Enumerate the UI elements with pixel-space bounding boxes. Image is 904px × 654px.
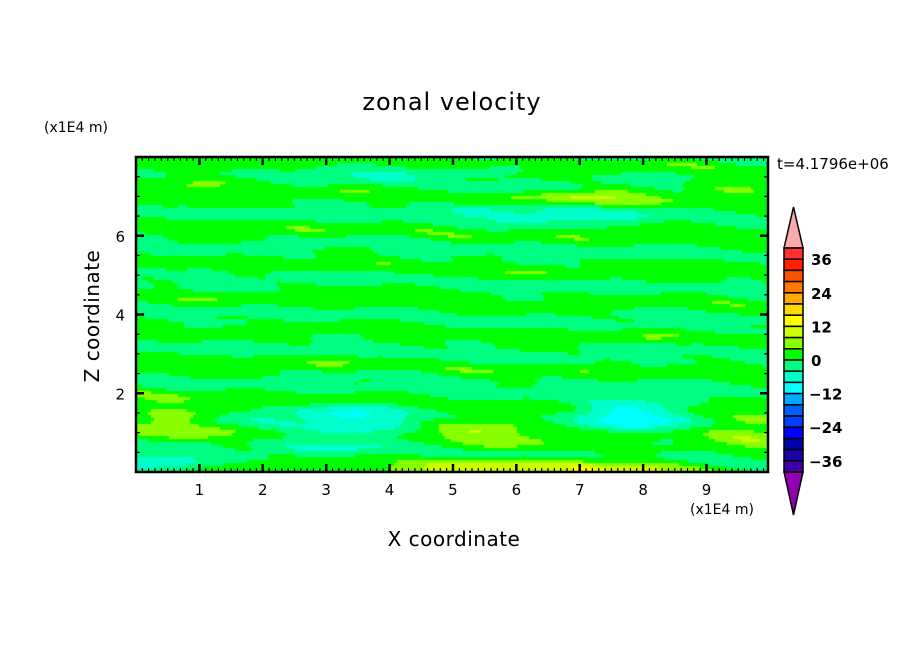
colorbar-box [783,415,804,428]
colorbar-box [783,426,804,440]
colorbar-tick-label: −24 [809,419,842,437]
colorbar-box [783,370,804,384]
y-axis-unit: (x1E4 m) [44,120,108,136]
y-tick-label: 2 [115,385,125,403]
y-tick-label: 4 [115,307,125,325]
colorbar-box [783,314,804,328]
plot-frame [134,155,770,474]
time-annotation: t=4.1796e+06 [777,155,889,173]
x-axis-unit: (x1E4 m) [690,502,754,518]
colorbar-box [783,448,804,462]
x-tick-label: 6 [512,481,522,499]
colorbar-box [783,392,804,406]
colorbar-over-arrow [783,206,804,249]
x-axis-label: X coordinate [387,527,521,551]
colorbar-box [783,280,804,294]
x-tick-label: 1 [195,481,205,499]
colorbar-box [783,404,804,417]
colorbar-box [783,359,804,372]
colorbar-tick-label: 12 [811,318,832,336]
x-tick-label: 9 [702,481,712,499]
colorbar-box [783,269,804,283]
chart-title: zonal velocity [362,88,542,116]
colorbar-tick-label: −12 [809,386,842,404]
colorbar-box [783,460,804,473]
x-tick-label: 7 [575,481,585,499]
colorbar-box [783,247,804,260]
colorbar-box [783,437,804,451]
contour-field [136,157,768,472]
colorbar-tick-label: 0 [811,352,821,370]
colorbar-box [783,303,804,316]
x-tick-label: 2 [258,481,268,499]
colorbar-box [783,325,804,339]
colorbar-box [783,292,804,305]
x-tick-label: 8 [638,481,648,499]
colorbar-tick-label: 36 [811,251,832,269]
x-tick-label: 5 [448,481,458,499]
x-tick-label: 4 [385,481,395,499]
colorbar-under-arrow [783,471,804,516]
colorbar-box [783,258,804,272]
colorbar-tick-label: −36 [809,453,842,471]
colorbar-box [783,381,804,395]
x-tick-label: 3 [321,481,331,499]
colorbar-box [783,348,804,361]
y-tick-label: 6 [115,228,125,246]
colorbar-tick-label: 24 [811,285,832,303]
colorbar-box [783,336,804,350]
